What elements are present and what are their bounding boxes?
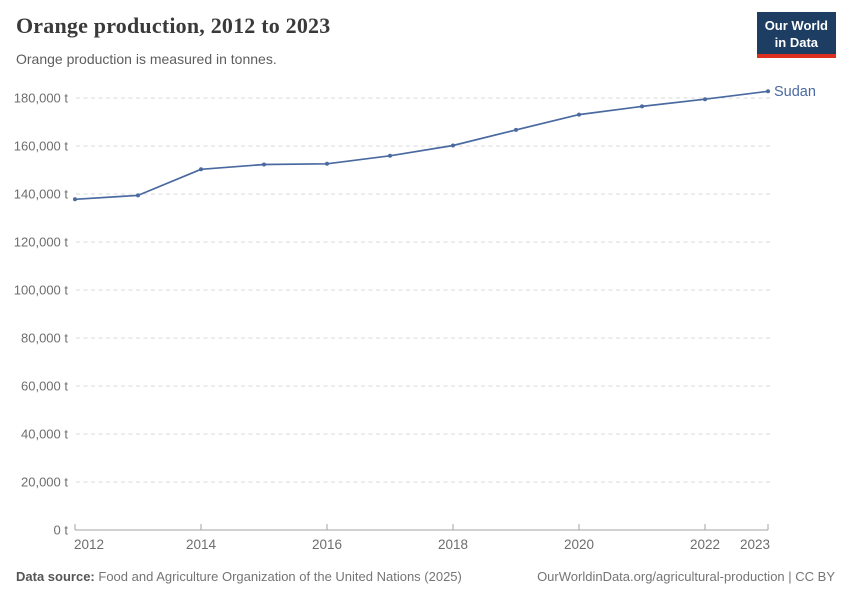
owid-logo-line1: Our World bbox=[764, 18, 828, 33]
y-axis-label: 0 t bbox=[54, 523, 69, 538]
data-point[interactable] bbox=[262, 162, 266, 167]
data-point[interactable] bbox=[388, 153, 392, 158]
y-axis-label: 40,000 t bbox=[21, 427, 68, 442]
data-source-text: Food and Agriculture Organization of the… bbox=[98, 569, 462, 584]
data-point[interactable] bbox=[325, 161, 329, 166]
series-label[interactable]: Sudan bbox=[774, 84, 816, 100]
data-point[interactable] bbox=[766, 89, 770, 94]
data-source-note: Data source: Food and Agriculture Organi… bbox=[16, 569, 462, 584]
x-axis-label: 2022 bbox=[690, 537, 720, 552]
series-line[interactable] bbox=[74, 90, 769, 201]
data-point[interactable] bbox=[73, 197, 77, 202]
chart-subtitle: Orange production is measured in tonnes. bbox=[16, 51, 277, 67]
data-point[interactable] bbox=[640, 104, 644, 109]
x-axis-label: 2023 bbox=[740, 537, 770, 552]
y-axis-label: 120,000 t bbox=[14, 235, 69, 250]
y-axis-label: 80,000 t bbox=[21, 331, 68, 346]
x-axis-label: 2020 bbox=[564, 537, 594, 552]
data-source-label: Data source: bbox=[16, 569, 95, 584]
data-point[interactable] bbox=[451, 143, 455, 148]
y-axis-label: 60,000 t bbox=[21, 379, 68, 394]
data-point[interactable] bbox=[199, 167, 203, 172]
owid-logo[interactable]: Our World in Data bbox=[756, 12, 836, 59]
x-axis-label: 2012 bbox=[74, 537, 104, 552]
y-axis-label: 100,000 t bbox=[14, 283, 69, 298]
chart-title: Orange production, 2012 to 2023 bbox=[16, 13, 331, 38]
owid-logo-line2: in Data bbox=[774, 35, 819, 51]
y-axis-label: 180,000 t bbox=[14, 91, 69, 106]
data-point[interactable] bbox=[577, 112, 581, 117]
y-axis-label: 160,000 t bbox=[14, 139, 69, 154]
x-axis-label: 2018 bbox=[438, 537, 468, 552]
y-axis-label: 140,000 t bbox=[14, 187, 69, 202]
y-axis-label: 20,000 t bbox=[21, 475, 68, 490]
data-point[interactable] bbox=[514, 127, 518, 132]
data-point[interactable] bbox=[136, 193, 140, 198]
x-axis-label: 2016 bbox=[312, 537, 342, 552]
x-axis-label: 2014 bbox=[186, 537, 217, 552]
attribution-link[interactable]: OurWorldinData.org/agricultural-producti… bbox=[537, 569, 835, 584]
data-point[interactable] bbox=[703, 97, 707, 102]
